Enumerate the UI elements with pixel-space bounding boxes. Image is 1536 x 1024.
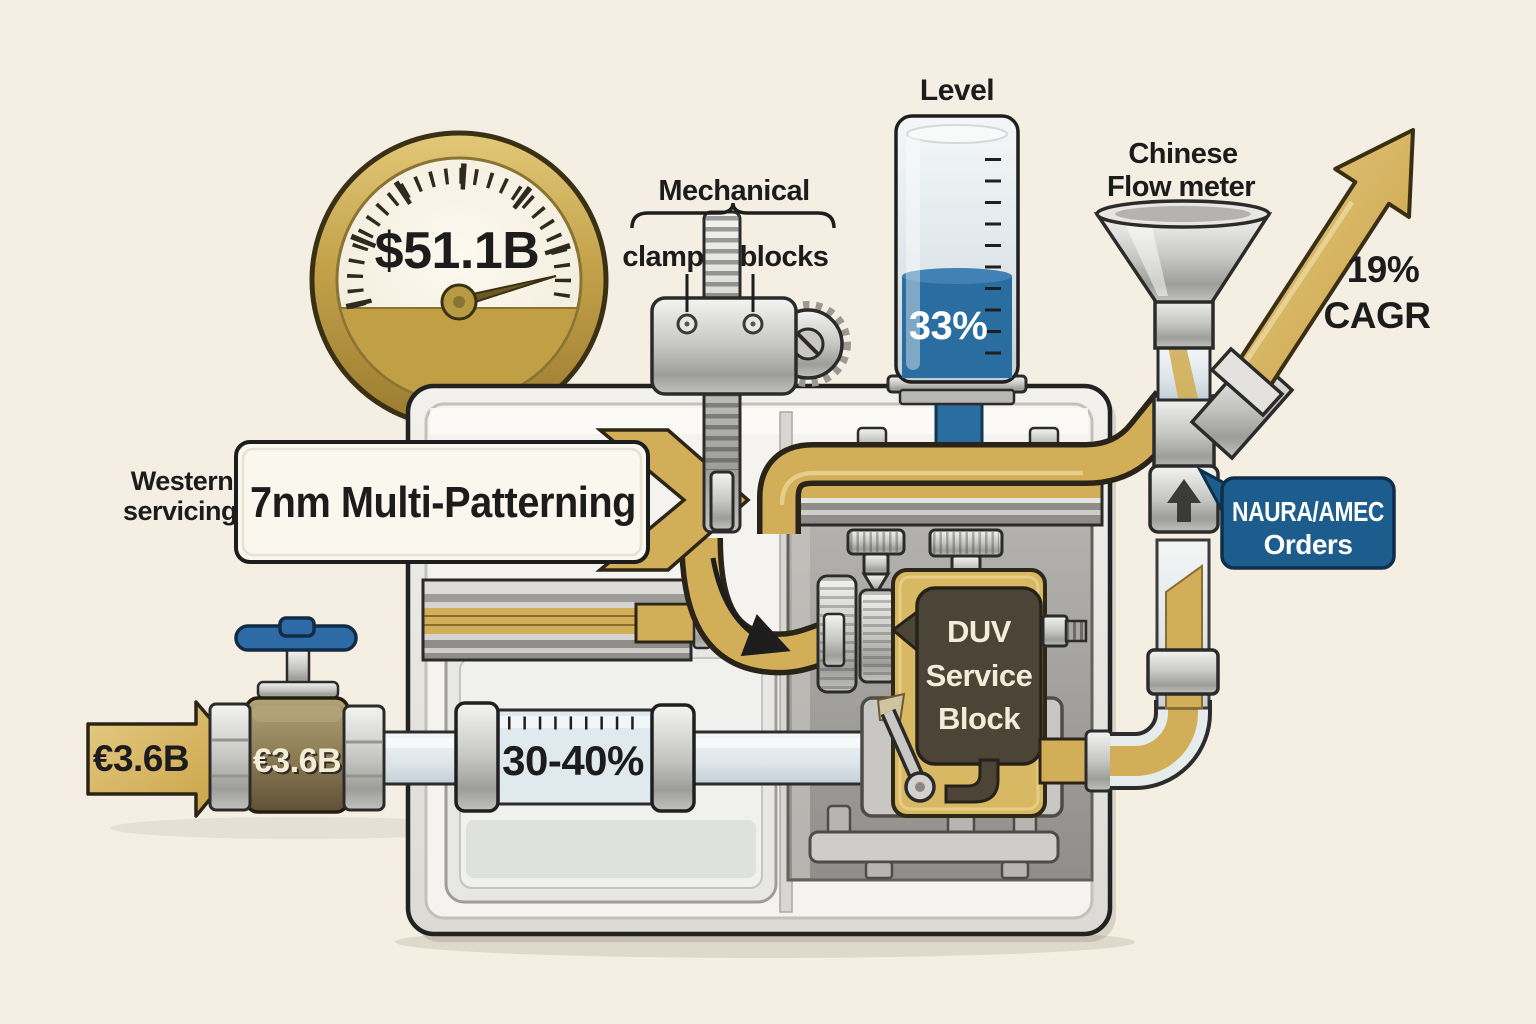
flow-pipe-return bbox=[679, 537, 838, 676]
valve-shadow bbox=[110, 817, 490, 839]
svg-text:servicing: servicing bbox=[123, 496, 237, 526]
valve-nut-left bbox=[208, 702, 252, 812]
gear-train bbox=[816, 574, 898, 694]
outlet-elbow-pipe bbox=[1038, 538, 1220, 793]
clamp-assembly bbox=[650, 210, 851, 534]
funnel bbox=[1093, 199, 1273, 402]
duv-bubble-hook bbox=[944, 758, 1000, 804]
cagr-metric: CAGR bbox=[1324, 295, 1431, 336]
svg-text:Flow meter: Flow meter bbox=[1107, 171, 1255, 203]
inlet-pipe-left bbox=[376, 730, 464, 786]
clamp-screw-tip bbox=[709, 470, 735, 532]
orders-badge: NAURA/AMEC Orders bbox=[1196, 466, 1396, 570]
svg-text:Western: Western bbox=[131, 466, 234, 496]
patterning-layer-stack-left bbox=[421, 578, 712, 662]
revenue-gauge: $51.1B bbox=[309, 130, 609, 430]
level-label: Level bbox=[920, 74, 994, 107]
up-arrow-icon bbox=[1167, 479, 1201, 522]
multi-patterning-banner: 7nm Multi-Patterning bbox=[234, 440, 650, 564]
banner-text: 7nm Multi-Patterning bbox=[250, 478, 636, 527]
mechanical-callout: Mechanical clamp blocks bbox=[622, 175, 836, 312]
riser-ring bbox=[1146, 648, 1220, 696]
gauge-value: $51.1B bbox=[375, 222, 540, 280]
chinese-flow-meter-label: Chinese Flow meter bbox=[1107, 138, 1256, 203]
share-cylinder-cap-right bbox=[650, 703, 696, 813]
flow-pipe-top bbox=[757, 390, 1190, 534]
mechanical-label: Mechanical bbox=[658, 175, 809, 207]
inlet-valve: €3.6B €3.6B bbox=[208, 616, 386, 814]
level-glass-mouth bbox=[906, 124, 1008, 144]
share-cylinder-cap-left bbox=[454, 701, 500, 813]
knurled-knob bbox=[846, 528, 906, 597]
valve-value: €3.6B bbox=[253, 742, 341, 780]
level-cylinder: 33% bbox=[886, 114, 1028, 406]
knurled-knob bbox=[928, 528, 1004, 580]
gauge-major-tick-arc bbox=[343, 163, 575, 310]
cagr-label: 19% CAGR bbox=[1324, 249, 1431, 336]
valve-stem bbox=[285, 648, 311, 688]
svg-text:€3.6B: €3.6B bbox=[255, 744, 343, 782]
flow-arrow-icon bbox=[710, 557, 791, 657]
orders-badge-line1: NAURA/AMEC bbox=[1232, 496, 1384, 527]
callout-brace bbox=[630, 202, 836, 229]
valve-flange bbox=[256, 680, 340, 700]
side-bolt bbox=[1041, 614, 1088, 648]
clamp-body bbox=[650, 296, 798, 396]
duv-line2: Service bbox=[926, 658, 1033, 693]
cagr-arrow bbox=[1226, 128, 1415, 401]
input-arrow-value: €3.6B bbox=[93, 738, 189, 779]
cagr-value: 19% bbox=[1347, 249, 1420, 290]
duv-service-block: DUV Service Block bbox=[876, 568, 1088, 818]
svg-text:Chinese: Chinese bbox=[1128, 138, 1238, 170]
western-servicing-label: Western servicing bbox=[123, 466, 238, 526]
valve-handle bbox=[234, 616, 358, 652]
blocks-label: blocks bbox=[740, 241, 829, 273]
valve-nut-right bbox=[342, 704, 386, 812]
branch-ring bbox=[1209, 346, 1285, 418]
share-value: 30-40% bbox=[502, 737, 644, 784]
share-cylinder: 30-40% bbox=[454, 701, 877, 813]
duv-line1: DUV bbox=[947, 614, 1012, 649]
level-value: 33% bbox=[909, 304, 988, 348]
duv-line3: Block bbox=[938, 701, 1021, 736]
orders-badge-line2: Orders bbox=[1264, 529, 1353, 560]
level-liquid bbox=[902, 276, 1012, 378]
clamp-label: clamp bbox=[622, 241, 703, 273]
service-lever bbox=[876, 692, 936, 803]
